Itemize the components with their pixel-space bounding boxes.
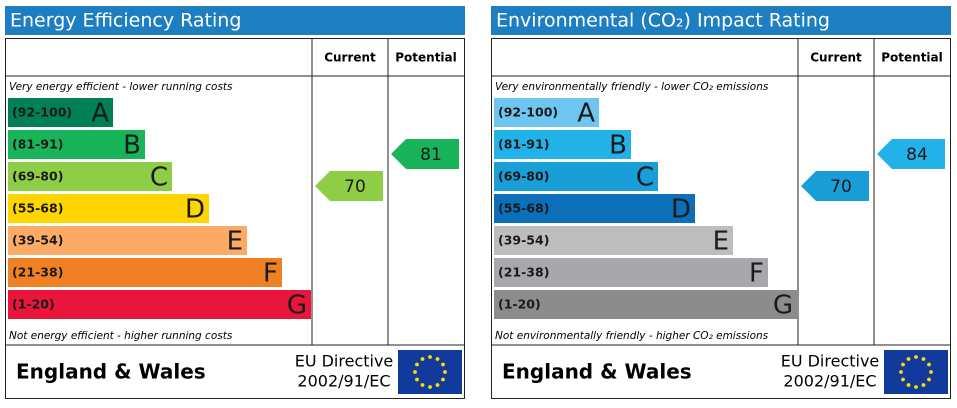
band-bar xyxy=(494,130,631,159)
flag-star xyxy=(906,357,911,361)
flag-star xyxy=(435,357,440,361)
title-bar xyxy=(5,6,465,35)
band-letter: B xyxy=(609,131,627,161)
band-bar xyxy=(8,98,113,127)
rating-arrow xyxy=(877,139,945,169)
flag-star xyxy=(435,383,440,387)
band-bar xyxy=(8,226,247,255)
title-bar xyxy=(491,6,951,35)
band-letter: A xyxy=(577,99,595,129)
panel-title: Environmental (CO₂) Impact Rating xyxy=(496,10,830,32)
bottom-note: Not energy efficient - higher running co… xyxy=(9,330,233,342)
rating-value: 81 xyxy=(420,145,442,165)
band-bar xyxy=(494,226,733,255)
flag-star xyxy=(927,362,931,367)
band-range: (81-91) xyxy=(12,137,63,152)
band-bar xyxy=(494,290,797,319)
rating-panel: Energy Efficiency Rating Current Potential… xyxy=(5,6,465,399)
column-header: Current xyxy=(324,51,376,65)
flag-star xyxy=(420,383,425,387)
flag-star xyxy=(899,370,903,374)
band-bar xyxy=(8,258,282,287)
band-range: (92-100) xyxy=(498,105,558,120)
band-letter: G xyxy=(287,291,307,321)
band-letter: E xyxy=(713,227,729,257)
flag-star xyxy=(441,362,445,367)
flag-star xyxy=(914,385,918,389)
directive-line: EU Directive xyxy=(781,352,880,371)
bottom-note: Not environmentally friendly - higher CO… xyxy=(495,330,769,342)
top-note: Very environmentally friendly - lower CO… xyxy=(495,81,769,93)
region: England & Wales xyxy=(16,360,206,384)
rating-arrow xyxy=(801,171,869,201)
band-letter: F xyxy=(749,259,764,289)
band-bar xyxy=(8,162,172,191)
flag-star xyxy=(443,370,447,374)
band-range: (39-54) xyxy=(12,233,63,248)
band-letter: C xyxy=(150,163,168,193)
flag-star xyxy=(901,377,905,382)
rating-value: 84 xyxy=(906,145,928,165)
band-range: (21-38) xyxy=(498,265,549,280)
band-letter: E xyxy=(227,227,243,257)
band-bar xyxy=(494,258,768,287)
band-range: (92-100) xyxy=(12,105,72,120)
flag-star xyxy=(929,370,933,374)
band-range: (1-20) xyxy=(498,297,541,312)
flag-star xyxy=(413,370,417,374)
flag-star xyxy=(415,362,419,367)
band-range: (55-68) xyxy=(12,201,63,216)
band-letter: C xyxy=(636,163,654,193)
top-note: Very energy efficient - lower running co… xyxy=(9,81,233,93)
band-range: (55-68) xyxy=(498,201,549,216)
column-header: Current xyxy=(810,51,862,65)
panel-frame xyxy=(491,38,951,399)
panel-frame xyxy=(5,38,465,399)
band-bar xyxy=(494,194,695,223)
rating-arrow xyxy=(391,139,459,169)
band-range: (21-38) xyxy=(12,265,63,280)
rating-value: 70 xyxy=(830,177,852,197)
column-header: Potential xyxy=(881,51,943,65)
band-bar xyxy=(494,162,658,191)
region: England & Wales xyxy=(502,360,692,384)
flag-star xyxy=(420,357,425,361)
band-range: (69-80) xyxy=(498,169,549,184)
flag-star xyxy=(927,377,931,382)
band-letter: G xyxy=(773,291,793,321)
flag-star xyxy=(441,377,445,382)
band-letter: F xyxy=(263,259,278,289)
band-range: (39-54) xyxy=(498,233,549,248)
flag-star xyxy=(428,385,432,389)
directive-line: EU Directive xyxy=(295,352,394,371)
band-bar xyxy=(8,290,311,319)
band-letter: D xyxy=(671,195,691,225)
band-letter: B xyxy=(123,131,141,161)
flag-star xyxy=(906,383,911,387)
flag-star xyxy=(428,355,432,359)
band-range: (1-20) xyxy=(12,297,55,312)
column-header: Potential xyxy=(395,51,457,65)
band-bar xyxy=(494,98,599,127)
band-bar xyxy=(8,130,145,159)
band-letter: D xyxy=(185,195,205,225)
flag-star xyxy=(921,357,926,361)
rating-panel: Environmental (CO₂) Impact Rating Current… xyxy=(491,6,951,399)
directive-line: 2002/91/EC xyxy=(783,372,876,391)
band-letter: A xyxy=(91,99,109,129)
rating-arrow xyxy=(315,171,383,201)
flag-star xyxy=(921,383,926,387)
band-range: (81-91) xyxy=(498,137,549,152)
band-range: (69-80) xyxy=(12,169,63,184)
flag-star xyxy=(914,355,918,359)
flag-star xyxy=(901,362,905,367)
directive-line: 2002/91/EC xyxy=(297,372,390,391)
panel-title: Energy Efficiency Rating xyxy=(10,10,241,32)
band-bar xyxy=(8,194,209,223)
rating-value: 70 xyxy=(344,177,366,197)
flag-star xyxy=(415,377,419,382)
